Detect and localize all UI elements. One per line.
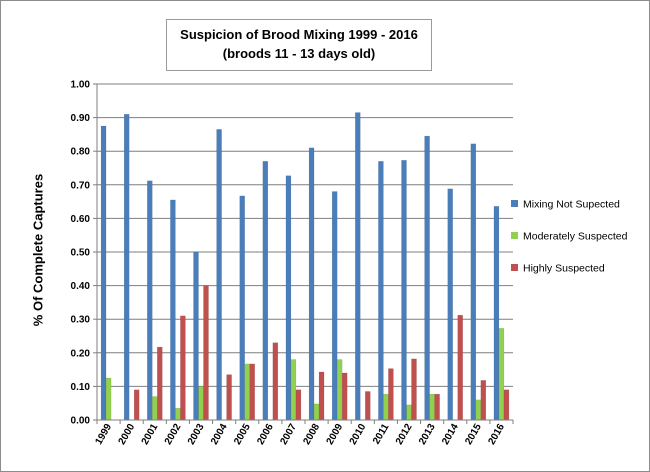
x-tick-label: 2001	[140, 422, 161, 447]
chart-title-box: Suspicion of Brood Mixing 1999 - 2016 (b…	[166, 19, 432, 71]
x-tick-label: 2009	[325, 422, 346, 447]
bar-2011-series-1	[378, 161, 384, 421]
bar-2006-series-1	[262, 161, 269, 421]
bar-2007-series-3	[295, 389, 302, 421]
bar-2008-series-2	[313, 403, 320, 421]
bar-2003-series-2	[198, 386, 204, 421]
x-tick-label: 2006	[255, 422, 276, 447]
bar-2009-series-3	[341, 372, 348, 421]
x-tick-label: 2016	[486, 422, 507, 447]
bar-2007-series-2	[290, 359, 297, 421]
x-tick-label: 2002	[163, 422, 184, 447]
y-tick-label: 0.20	[71, 348, 91, 359]
x-tick-label: 2007	[278, 422, 299, 447]
bar-2010-series-1	[355, 112, 361, 421]
x-tick-label: 2008	[302, 422, 323, 447]
bar-2012-series-2	[406, 404, 412, 421]
x-tick-label: 2012	[394, 422, 415, 447]
bar-2005-series-3	[249, 363, 255, 421]
legend-label-1: Mixing Not Supected	[523, 199, 620, 211]
bar-2006-series-3	[272, 342, 279, 421]
bar-2011-series-3	[388, 368, 394, 421]
x-tick-label: 2004	[209, 422, 230, 447]
bar-2012-series-1	[401, 160, 407, 421]
bar-2005-series-2	[244, 363, 250, 421]
bar-2003-series-3	[203, 285, 209, 421]
bar-2007-series-1	[285, 175, 292, 421]
bar-2013-series-1	[424, 135, 430, 421]
legend-label-3: Highly Suspected	[523, 263, 605, 275]
y-tick-label: 0.50	[71, 248, 91, 259]
legend: Mixing Not Supected Moderately Suspected H…	[511, 199, 628, 275]
bar-1999-series-2	[105, 377, 112, 421]
chart-title: Suspicion of Brood Mixing 1999 - 2016	[180, 27, 418, 42]
bar-2004-series-3	[226, 374, 232, 421]
x-tick-label: 2011	[371, 422, 392, 447]
bar-2013-series-2	[429, 393, 435, 421]
bars	[100, 112, 510, 421]
bar-2015-series-2	[475, 399, 482, 421]
bar-2002-series-1	[170, 199, 176, 421]
bar-2001-series-2	[152, 396, 158, 421]
y-tick-label: 0.40	[71, 281, 91, 292]
x-tick-label: 2013	[417, 422, 438, 447]
legend-swatch-2	[511, 232, 518, 239]
bar-2002-series-3	[180, 315, 186, 421]
legend-swatch-1	[511, 200, 518, 207]
chart-subtitle: (broods 11 - 13 days old)	[222, 46, 376, 61]
bar-2015-series-3	[480, 380, 487, 421]
x-tick-label: 2003	[186, 422, 207, 447]
bar-2001-series-1	[147, 180, 153, 421]
y-tick-label: 0.00	[71, 416, 91, 427]
bar-1999-series-1	[100, 125, 107, 421]
bar-2001-series-3	[157, 346, 163, 421]
bar-2016-series-2	[498, 328, 505, 421]
bar-2005-series-1	[239, 195, 245, 421]
bar-2010-series-3	[365, 391, 371, 421]
y-tick-label: 0.90	[71, 113, 91, 124]
bar-2002-series-2	[175, 407, 181, 421]
x-tick-label: 2010	[348, 422, 369, 447]
x-tick-label: 2005	[232, 422, 253, 447]
bar-2012-series-3	[411, 358, 417, 421]
bar-2009-series-1	[331, 191, 338, 421]
gridlines	[97, 83, 513, 387]
bar-2000-series-1	[123, 113, 130, 421]
bar-2014-series-3	[457, 314, 463, 421]
bar-2004-series-1	[216, 129, 222, 421]
axes	[93, 83, 514, 424]
bar-2014-series-1	[447, 188, 453, 421]
bar-2000-series-3	[133, 389, 140, 421]
y-tick-label: 1.00	[71, 80, 91, 91]
x-tick-label: 2000	[117, 422, 138, 447]
y-tick-label: 0.70	[71, 180, 91, 191]
x-tick-label: 1999	[94, 422, 115, 447]
bar-2008-series-1	[308, 147, 315, 421]
x-tick-labels: 1999 2000 2001 2002 2003 2004 2005 2006 2007 2008…	[94, 422, 508, 447]
bar-2009-series-2	[336, 359, 343, 421]
y-tick-label: 0.80	[71, 147, 91, 158]
bar-2016-series-3	[503, 389, 510, 421]
legend-swatch-3	[511, 264, 518, 271]
bar-2015-series-1	[470, 143, 477, 421]
y-tick-label: 0.60	[71, 214, 91, 225]
bar-2011-series-2	[383, 393, 389, 421]
y-tick-label: 0.30	[71, 315, 91, 326]
bar-2003-series-1	[193, 251, 199, 421]
bar-2008-series-3	[318, 371, 325, 421]
y-tick-label: 0.10	[71, 382, 91, 393]
y-tick-labels: 0.00 0.10 0.20 0.30 0.40 0.50 0.60 0.70 0.80 0.90…	[71, 80, 91, 427]
legend-label-2: Moderately Suspected	[523, 231, 628, 243]
bar-2016-series-1	[493, 206, 500, 421]
x-tick-label: 2014	[440, 422, 461, 447]
x-tick-label: 2015	[463, 422, 484, 447]
bar-2013-series-3	[434, 393, 440, 421]
